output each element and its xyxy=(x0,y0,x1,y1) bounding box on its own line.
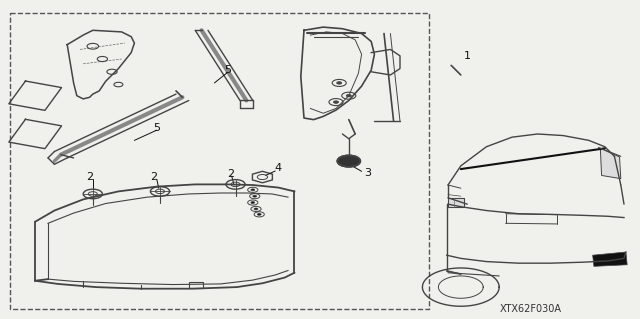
Circle shape xyxy=(253,195,257,197)
Circle shape xyxy=(337,82,342,84)
Circle shape xyxy=(251,189,255,191)
Text: 3: 3 xyxy=(365,168,371,178)
Text: 5: 5 xyxy=(224,65,230,75)
Circle shape xyxy=(251,202,255,204)
Bar xyxy=(10,13,429,309)
Polygon shape xyxy=(600,148,621,179)
Text: 5: 5 xyxy=(154,122,160,133)
Text: XTX62F030A: XTX62F030A xyxy=(500,304,562,315)
Circle shape xyxy=(257,213,261,215)
Circle shape xyxy=(254,208,258,210)
Circle shape xyxy=(337,155,360,167)
Text: 2: 2 xyxy=(227,169,234,179)
Circle shape xyxy=(333,101,339,103)
Circle shape xyxy=(346,94,351,97)
Bar xyxy=(448,198,464,207)
Bar xyxy=(189,282,203,288)
Text: 1: 1 xyxy=(464,51,470,61)
Text: 4: 4 xyxy=(275,163,282,174)
Text: 2: 2 xyxy=(86,172,93,182)
Polygon shape xyxy=(593,252,627,266)
Text: 2: 2 xyxy=(150,172,157,182)
